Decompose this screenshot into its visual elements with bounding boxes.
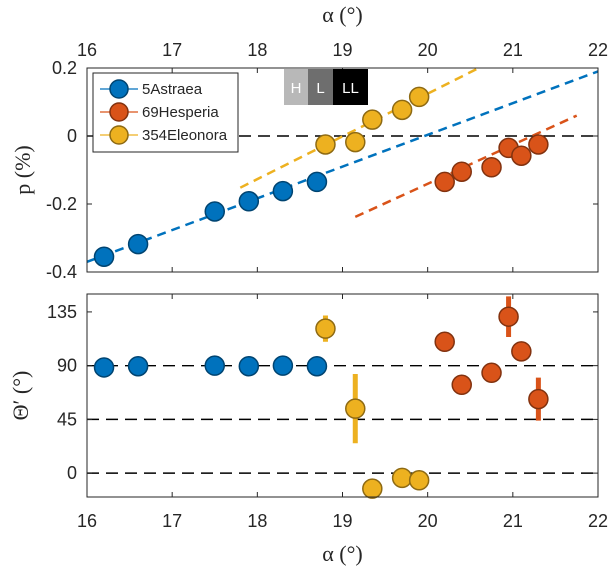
phase-badges: H L LL	[284, 69, 368, 105]
legend: 5Astraea 69Hesperia 354Eleonora	[92, 72, 239, 153]
data-point-354Eleonora	[391, 99, 413, 121]
data-point-5Astraea	[127, 233, 149, 255]
x-tick-label-bottom: 20	[418, 511, 438, 531]
legend-label-354Eleonora: 354Eleonora	[142, 127, 228, 144]
panel-bottom: 135 90 45 0 Θ′ (°)	[8, 293, 599, 499]
data-point-5Astraea	[272, 355, 294, 376]
data-point-354Eleonora	[362, 478, 383, 499]
x-tick-label-top: 17	[162, 40, 182, 60]
x-tick-label-bottom: 21	[503, 511, 523, 531]
badge-L	[308, 69, 333, 105]
data-point-69Hesperia	[511, 341, 532, 362]
data-point-69Hesperia	[451, 374, 472, 396]
data-point-354Eleonora	[391, 467, 413, 489]
y-tick-label: 0	[67, 463, 77, 483]
y-tick-label: 90	[57, 356, 77, 376]
data-point-5Astraea	[272, 180, 294, 202]
data-point-69Hesperia	[511, 145, 532, 166]
data-point-5Astraea	[204, 355, 225, 376]
legend-marker	[109, 102, 129, 122]
data-point-354Eleonora	[345, 131, 366, 153]
x-tick-label-top: 22	[588, 40, 608, 60]
data-point-5Astraea	[204, 201, 225, 222]
x-axis-label-top: α (°)	[322, 2, 362, 27]
x-tick-label-top: 21	[503, 40, 523, 60]
y-tick-label: 0.2	[52, 58, 77, 78]
data-point-5Astraea	[127, 355, 149, 377]
data-point-5Astraea	[306, 171, 328, 193]
data-point-5Astraea	[238, 355, 260, 377]
data-point-5Astraea	[238, 191, 260, 212]
y-axis-label: Θ′ (°)	[8, 371, 33, 421]
data-point-69Hesperia	[434, 171, 455, 193]
data-point-354Eleonora	[315, 134, 336, 155]
x-axis-label-bottom: α (°)	[322, 541, 362, 566]
x-tick-label-top: 16	[77, 40, 97, 60]
y-axis-label: p (%)	[10, 145, 35, 194]
badge-label-L: L	[316, 80, 324, 97]
y-tick-label: 135	[47, 302, 77, 322]
data-point-5Astraea	[93, 246, 115, 267]
fit-line-5Astraea	[86, 70, 599, 263]
x-tick-label-bottom: 17	[162, 511, 182, 531]
legend-label-5Astraea: 5Astraea	[142, 81, 203, 98]
axes-box	[86, 293, 599, 498]
badge-LL	[333, 69, 368, 105]
x-tick-label-bottom: 22	[588, 511, 608, 531]
data-point-69Hesperia	[528, 388, 549, 410]
legend-label-69Hesperia: 69Hesperia	[142, 104, 219, 121]
data-point-354Eleonora	[315, 318, 336, 339]
data-point-69Hesperia	[528, 134, 549, 155]
data-point-69Hesperia	[498, 306, 519, 327]
y-tick-label: -0.2	[46, 194, 77, 214]
data-point-354Eleonora	[362, 109, 383, 130]
data-point-5Astraea	[93, 357, 115, 378]
data-point-5Astraea	[306, 355, 328, 377]
badge-H	[284, 69, 308, 105]
legend-marker	[109, 79, 129, 99]
data-point-354Eleonora	[345, 398, 366, 419]
x-tick-label-top: 20	[418, 40, 438, 60]
data-point-69Hesperia	[451, 161, 472, 182]
data-point-354Eleonora	[408, 86, 430, 108]
y-tick-label: 45	[57, 409, 77, 429]
legend-marker	[109, 125, 129, 145]
data-point-69Hesperia	[481, 362, 502, 384]
y-tick-label: -0.4	[46, 262, 77, 282]
badge-label-LL: LL	[342, 80, 359, 97]
x-tick-label-bottom: 18	[247, 511, 267, 531]
x-tick-label-top: 19	[332, 40, 352, 60]
data-point-69Hesperia	[434, 331, 455, 353]
panel-top: 0.2 0 -0.2 -0.4 p (%)	[10, 58, 599, 282]
y-tick-label: 0	[67, 126, 77, 146]
badge-label-H: H	[291, 80, 302, 97]
data-point-354Eleonora	[408, 470, 430, 491]
x-tick-label-top: 18	[247, 40, 267, 60]
x-tick-label-bottom: 16	[77, 511, 97, 531]
x-tick-label-bottom: 19	[332, 511, 352, 531]
data-point-69Hesperia	[481, 157, 502, 178]
